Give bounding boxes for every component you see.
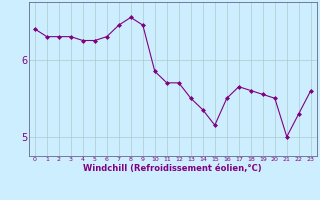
X-axis label: Windchill (Refroidissement éolien,°C): Windchill (Refroidissement éolien,°C) (84, 164, 262, 173)
